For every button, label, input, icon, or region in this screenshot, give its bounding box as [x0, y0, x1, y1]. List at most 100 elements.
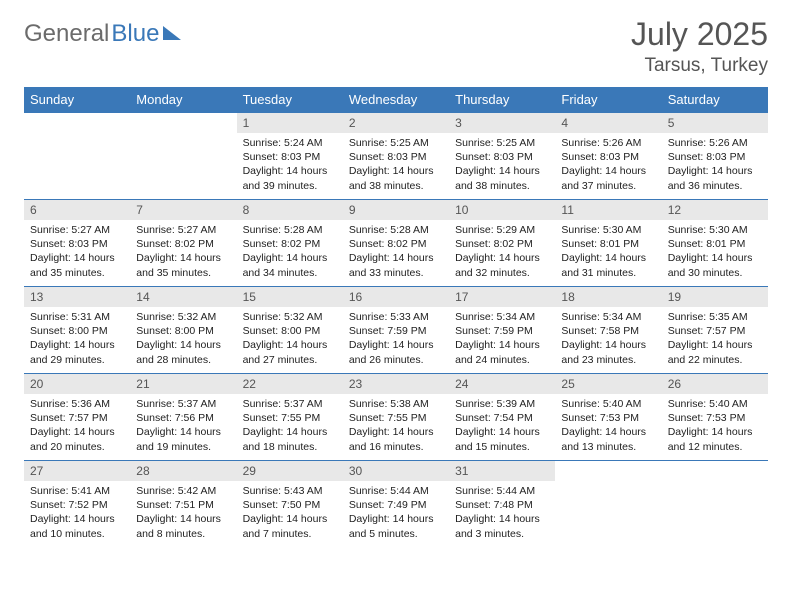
col-friday: Friday [555, 87, 661, 113]
day-number: 6 [24, 200, 130, 220]
day-number: 17 [449, 287, 555, 307]
calendar-cell: 20Sunrise: 5:36 AMSunset: 7:57 PMDayligh… [24, 374, 130, 461]
calendar-cell: 2Sunrise: 5:25 AMSunset: 8:03 PMDaylight… [343, 113, 449, 200]
col-monday: Monday [130, 87, 236, 113]
logo-triangle-icon [163, 26, 181, 40]
day-number: 11 [555, 200, 661, 220]
calendar-cell: 24Sunrise: 5:39 AMSunset: 7:54 PMDayligh… [449, 374, 555, 461]
calendar-cell: 1Sunrise: 5:24 AMSunset: 8:03 PMDaylight… [237, 113, 343, 200]
day-details: Sunrise: 5:27 AMSunset: 8:02 PMDaylight:… [130, 220, 236, 286]
logo: GeneralBlue [24, 20, 181, 48]
day-number: 13 [24, 287, 130, 307]
calendar-cell [555, 461, 661, 548]
day-number: 7 [130, 200, 236, 220]
calendar-cell: 16Sunrise: 5:33 AMSunset: 7:59 PMDayligh… [343, 287, 449, 374]
day-details: Sunrise: 5:34 AMSunset: 7:58 PMDaylight:… [555, 307, 661, 373]
day-details: Sunrise: 5:24 AMSunset: 8:03 PMDaylight:… [237, 133, 343, 199]
calendar-cell: 31Sunrise: 5:44 AMSunset: 7:48 PMDayligh… [449, 461, 555, 548]
col-saturday: Saturday [662, 87, 768, 113]
day-details: Sunrise: 5:37 AMSunset: 7:56 PMDaylight:… [130, 394, 236, 460]
calendar-cell: 12Sunrise: 5:30 AMSunset: 8:01 PMDayligh… [662, 200, 768, 287]
day-details: Sunrise: 5:38 AMSunset: 7:55 PMDaylight:… [343, 394, 449, 460]
calendar-cell: 13Sunrise: 5:31 AMSunset: 8:00 PMDayligh… [24, 287, 130, 374]
day-details: Sunrise: 5:43 AMSunset: 7:50 PMDaylight:… [237, 481, 343, 547]
day-number: 23 [343, 374, 449, 394]
day-details: Sunrise: 5:32 AMSunset: 8:00 PMDaylight:… [130, 307, 236, 373]
day-number: 31 [449, 461, 555, 481]
logo-text-blue: Blue [111, 20, 159, 48]
calendar-cell: 14Sunrise: 5:32 AMSunset: 8:00 PMDayligh… [130, 287, 236, 374]
calendar-week-row: 13Sunrise: 5:31 AMSunset: 8:00 PMDayligh… [24, 287, 768, 374]
day-details: Sunrise: 5:44 AMSunset: 7:48 PMDaylight:… [449, 481, 555, 547]
header: GeneralBlue July 2025 Tarsus, Turkey [24, 16, 768, 77]
title-block: July 2025 Tarsus, Turkey [631, 16, 768, 77]
day-details: Sunrise: 5:30 AMSunset: 8:01 PMDaylight:… [555, 220, 661, 286]
day-number: 28 [130, 461, 236, 481]
day-number: 21 [130, 374, 236, 394]
logo-text-gray: General [24, 20, 109, 48]
day-details: Sunrise: 5:26 AMSunset: 8:03 PMDaylight:… [662, 133, 768, 199]
calendar-table: Sunday Monday Tuesday Wednesday Thursday… [24, 87, 768, 547]
day-details: Sunrise: 5:37 AMSunset: 7:55 PMDaylight:… [237, 394, 343, 460]
calendar-cell [662, 461, 768, 548]
day-number: 10 [449, 200, 555, 220]
calendar-cell: 22Sunrise: 5:37 AMSunset: 7:55 PMDayligh… [237, 374, 343, 461]
day-number: 19 [662, 287, 768, 307]
day-details: Sunrise: 5:33 AMSunset: 7:59 PMDaylight:… [343, 307, 449, 373]
day-details: Sunrise: 5:27 AMSunset: 8:03 PMDaylight:… [24, 220, 130, 286]
day-details: Sunrise: 5:30 AMSunset: 8:01 PMDaylight:… [662, 220, 768, 286]
day-details: Sunrise: 5:26 AMSunset: 8:03 PMDaylight:… [555, 133, 661, 199]
day-number: 8 [237, 200, 343, 220]
calendar-cell: 7Sunrise: 5:27 AMSunset: 8:02 PMDaylight… [130, 200, 236, 287]
day-number: 3 [449, 113, 555, 133]
day-details: Sunrise: 5:35 AMSunset: 7:57 PMDaylight:… [662, 307, 768, 373]
day-details: Sunrise: 5:25 AMSunset: 8:03 PMDaylight:… [343, 133, 449, 199]
day-details: Sunrise: 5:42 AMSunset: 7:51 PMDaylight:… [130, 481, 236, 547]
calendar-cell: 4Sunrise: 5:26 AMSunset: 8:03 PMDaylight… [555, 113, 661, 200]
calendar-cell: 23Sunrise: 5:38 AMSunset: 7:55 PMDayligh… [343, 374, 449, 461]
day-number: 5 [662, 113, 768, 133]
day-number: 27 [24, 461, 130, 481]
day-details: Sunrise: 5:34 AMSunset: 7:59 PMDaylight:… [449, 307, 555, 373]
day-number: 25 [555, 374, 661, 394]
calendar-cell: 27Sunrise: 5:41 AMSunset: 7:52 PMDayligh… [24, 461, 130, 548]
col-tuesday: Tuesday [237, 87, 343, 113]
weekday-header-row: Sunday Monday Tuesday Wednesday Thursday… [24, 87, 768, 113]
day-number: 18 [555, 287, 661, 307]
day-number: 14 [130, 287, 236, 307]
day-number: 22 [237, 374, 343, 394]
day-number: 26 [662, 374, 768, 394]
day-number: 4 [555, 113, 661, 133]
day-number: 16 [343, 287, 449, 307]
day-details: Sunrise: 5:28 AMSunset: 8:02 PMDaylight:… [343, 220, 449, 286]
day-details: Sunrise: 5:28 AMSunset: 8:02 PMDaylight:… [237, 220, 343, 286]
day-details: Sunrise: 5:44 AMSunset: 7:49 PMDaylight:… [343, 481, 449, 547]
calendar-cell: 28Sunrise: 5:42 AMSunset: 7:51 PMDayligh… [130, 461, 236, 548]
col-thursday: Thursday [449, 87, 555, 113]
day-number: 2 [343, 113, 449, 133]
calendar-cell: 21Sunrise: 5:37 AMSunset: 7:56 PMDayligh… [130, 374, 236, 461]
day-number: 24 [449, 374, 555, 394]
day-details: Sunrise: 5:40 AMSunset: 7:53 PMDaylight:… [555, 394, 661, 460]
day-details: Sunrise: 5:29 AMSunset: 8:02 PMDaylight:… [449, 220, 555, 286]
day-details: Sunrise: 5:32 AMSunset: 8:00 PMDaylight:… [237, 307, 343, 373]
calendar-cell: 9Sunrise: 5:28 AMSunset: 8:02 PMDaylight… [343, 200, 449, 287]
calendar-cell: 19Sunrise: 5:35 AMSunset: 7:57 PMDayligh… [662, 287, 768, 374]
calendar-cell: 3Sunrise: 5:25 AMSunset: 8:03 PMDaylight… [449, 113, 555, 200]
day-number: 20 [24, 374, 130, 394]
calendar-cell: 6Sunrise: 5:27 AMSunset: 8:03 PMDaylight… [24, 200, 130, 287]
day-details: Sunrise: 5:36 AMSunset: 7:57 PMDaylight:… [24, 394, 130, 460]
calendar-cell: 15Sunrise: 5:32 AMSunset: 8:00 PMDayligh… [237, 287, 343, 374]
calendar-cell [130, 113, 236, 200]
day-number: 30 [343, 461, 449, 481]
day-details: Sunrise: 5:41 AMSunset: 7:52 PMDaylight:… [24, 481, 130, 547]
calendar-cell: 8Sunrise: 5:28 AMSunset: 8:02 PMDaylight… [237, 200, 343, 287]
col-wednesday: Wednesday [343, 87, 449, 113]
calendar-cell: 30Sunrise: 5:44 AMSunset: 7:49 PMDayligh… [343, 461, 449, 548]
day-number: 29 [237, 461, 343, 481]
calendar-week-row: 20Sunrise: 5:36 AMSunset: 7:57 PMDayligh… [24, 374, 768, 461]
calendar-cell: 17Sunrise: 5:34 AMSunset: 7:59 PMDayligh… [449, 287, 555, 374]
calendar-cell [24, 113, 130, 200]
calendar-cell: 25Sunrise: 5:40 AMSunset: 7:53 PMDayligh… [555, 374, 661, 461]
day-number: 1 [237, 113, 343, 133]
